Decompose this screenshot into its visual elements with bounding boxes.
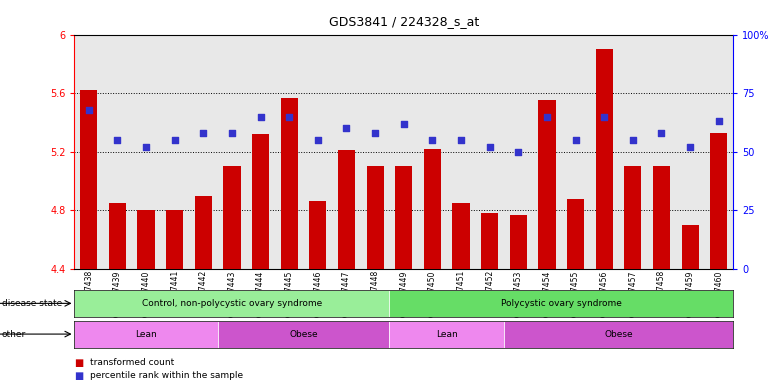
- Point: [311, 137, 324, 143]
- Bar: [681, 225, 699, 269]
- Point: [598, 114, 611, 120]
- Bar: [510, 215, 527, 269]
- Point: [684, 144, 696, 150]
- Point: [254, 114, 267, 120]
- Bar: [223, 166, 241, 269]
- Text: GDS3841 / 224328_s_at: GDS3841 / 224328_s_at: [328, 15, 479, 28]
- Bar: [137, 210, 154, 269]
- Bar: [80, 90, 97, 269]
- Bar: [481, 213, 499, 269]
- Bar: [539, 101, 556, 269]
- Bar: [710, 132, 728, 269]
- Bar: [653, 166, 670, 269]
- Bar: [218, 321, 390, 348]
- Bar: [390, 290, 733, 317]
- Text: percentile rank within the sample: percentile rank within the sample: [90, 371, 243, 380]
- Point: [455, 137, 467, 143]
- Bar: [109, 203, 126, 269]
- Point: [82, 106, 95, 113]
- Bar: [338, 150, 355, 269]
- Point: [484, 144, 496, 150]
- Text: Polycystic ovary syndrome: Polycystic ovary syndrome: [501, 299, 622, 308]
- Bar: [166, 210, 183, 269]
- Bar: [624, 166, 641, 269]
- Point: [226, 130, 238, 136]
- Point: [368, 130, 381, 136]
- Bar: [194, 195, 212, 269]
- Text: Obese: Obese: [604, 329, 633, 339]
- Point: [626, 137, 639, 143]
- Bar: [504, 321, 733, 348]
- Point: [340, 125, 353, 131]
- Text: Lean: Lean: [436, 329, 458, 339]
- Point: [541, 114, 554, 120]
- Text: Obese: Obese: [289, 329, 318, 339]
- Bar: [567, 199, 584, 269]
- Bar: [367, 166, 383, 269]
- Bar: [74, 321, 218, 348]
- Point: [169, 137, 181, 143]
- Bar: [395, 166, 412, 269]
- Bar: [390, 321, 504, 348]
- Bar: [424, 149, 441, 269]
- Text: Lean: Lean: [135, 329, 157, 339]
- Point: [197, 130, 209, 136]
- Point: [397, 121, 410, 127]
- Bar: [452, 203, 470, 269]
- Point: [655, 130, 668, 136]
- Text: ■: ■: [74, 358, 84, 368]
- Point: [512, 149, 524, 155]
- Bar: [281, 98, 298, 269]
- Bar: [74, 290, 390, 317]
- Point: [569, 137, 582, 143]
- Text: ■: ■: [74, 371, 84, 381]
- Text: other: other: [2, 329, 26, 339]
- Bar: [252, 134, 269, 269]
- Text: disease state: disease state: [2, 299, 62, 308]
- Point: [140, 144, 152, 150]
- Point: [426, 137, 439, 143]
- Text: Control, non-polycystic ovary syndrome: Control, non-polycystic ovary syndrome: [142, 299, 322, 308]
- Point: [713, 118, 725, 124]
- Point: [111, 137, 124, 143]
- Bar: [596, 49, 613, 269]
- Point: [283, 114, 296, 120]
- Bar: [309, 202, 326, 269]
- Text: transformed count: transformed count: [90, 358, 174, 367]
